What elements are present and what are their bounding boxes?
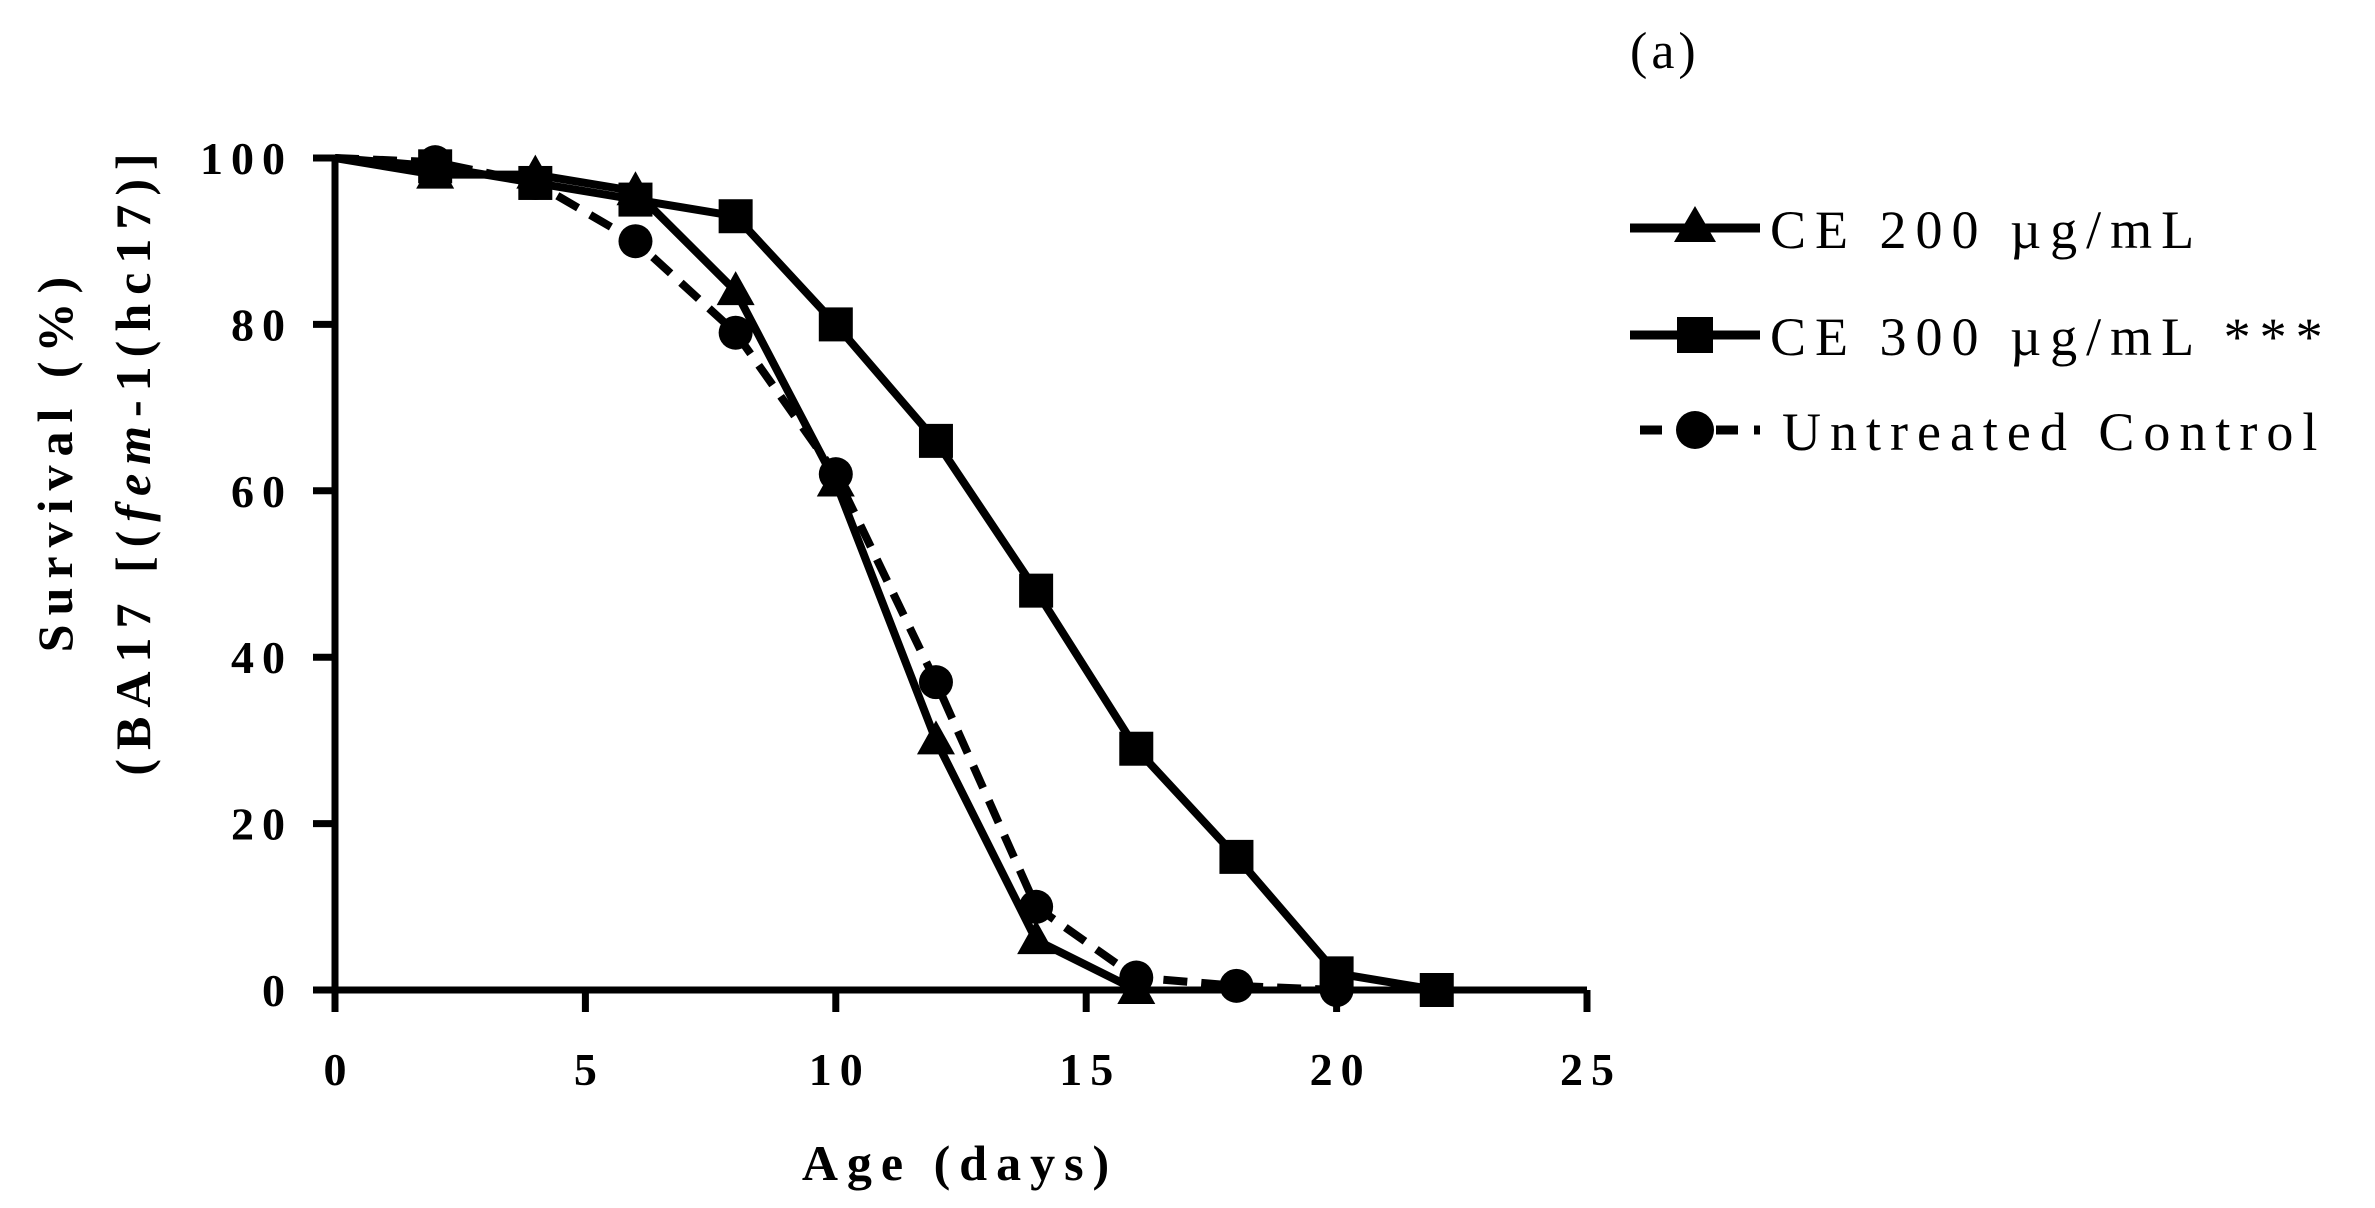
data-point-circle <box>818 457 853 492</box>
legend-item-control: Untreated Control <box>1640 402 2326 462</box>
data-point-circle <box>1119 960 1154 995</box>
y-axis-title: Survival (%) (BA17 [(fem-1(hc17)] <box>27 144 161 775</box>
y-tick-label: 40 <box>231 632 293 683</box>
y-tick-label: 20 <box>231 799 293 850</box>
data-point-square <box>1219 839 1254 874</box>
x-tick-label: 15 <box>1059 1044 1121 1095</box>
x-axis-title: Age (days) <box>802 1135 1118 1191</box>
panel-label: (a) <box>1630 23 1700 80</box>
legend-marker-ce200 <box>1674 206 1716 242</box>
data-point-square <box>918 423 953 458</box>
axes <box>331 158 1587 994</box>
legend-label-ce200: CE 200 µg/mL <box>1770 200 2203 260</box>
data-point-triangle <box>716 271 755 306</box>
data-point-circle <box>918 665 953 700</box>
x-tick-label: 5 <box>574 1044 605 1095</box>
data-point-square <box>1019 573 1054 608</box>
y-axis-title-line2-prefix: (BA17 [( <box>105 522 161 776</box>
x-tick-label: 0 <box>324 1044 355 1095</box>
y-axis-title-line2-suffix: -1(hc17)] <box>105 144 161 417</box>
data-point-circle <box>1019 889 1054 924</box>
data-point-circle <box>1219 968 1254 1003</box>
y-tick-label: 0 <box>262 965 293 1016</box>
data-point-circle <box>618 224 653 259</box>
y-axis-ticks: 0 20 40 60 80 100 <box>200 133 335 1016</box>
legend-item-ce200: CE 200 µg/mL <box>1630 200 2203 260</box>
y-tick-label: 60 <box>231 466 293 517</box>
legend-marker-control <box>1676 411 1714 449</box>
x-tick-label: 10 <box>809 1044 871 1095</box>
y-axis-title-line1: Survival (%) <box>27 268 83 652</box>
x-tick-label: 25 <box>1560 1044 1622 1095</box>
series-line-2 <box>334 154 1337 994</box>
data-point-square <box>618 182 653 217</box>
legend-item-ce300: CE 300 µg/mL *** <box>1630 307 2332 367</box>
y-axis-title-line2: (BA17 [(fem-1(hc17)] <box>105 144 161 775</box>
y-tick-label: 100 <box>200 133 293 184</box>
data-point-square <box>718 199 753 234</box>
x-tick-label: 20 <box>1310 1044 1372 1095</box>
data-point-square <box>1419 973 1454 1007</box>
data-point-square <box>1119 731 1154 766</box>
data-point-circle <box>518 165 553 200</box>
legend-label-control: Untreated Control <box>1782 402 2326 462</box>
x-axis-ticks: 0 5 10 15 20 25 <box>324 990 1622 1095</box>
data-point-square <box>818 307 853 342</box>
data-point-circle <box>718 315 753 350</box>
data-point-circle <box>418 145 453 180</box>
data-point-triangle <box>916 720 955 755</box>
data-point-triangle <box>1017 920 1056 955</box>
legend: CE 200 µg/mL CE 300 µg/mL *** Untreated … <box>1630 200 2332 462</box>
legend-marker-ce300 <box>1677 317 1713 353</box>
data-point-circle <box>1319 973 1354 1007</box>
y-tick-label: 80 <box>231 299 293 350</box>
legend-label-ce300: CE 300 µg/mL *** <box>1770 307 2332 367</box>
series-layer <box>334 145 1454 1007</box>
y-axis-title-line2-italic: fem <box>105 417 161 522</box>
